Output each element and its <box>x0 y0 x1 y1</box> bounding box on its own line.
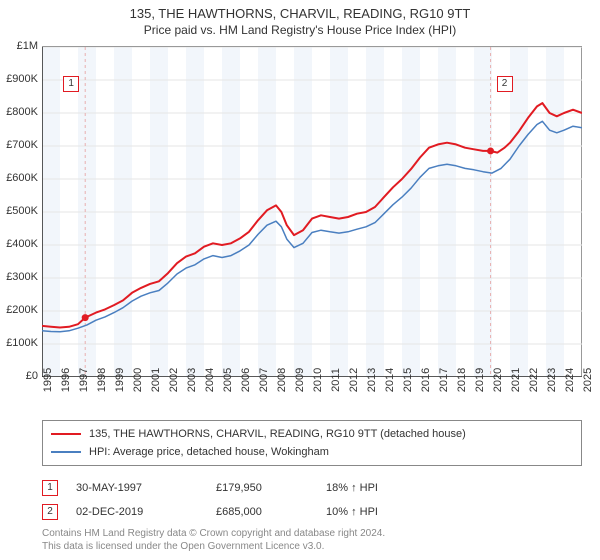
x-axis-label: 2018 <box>456 368 468 392</box>
x-axis-label: 2005 <box>222 368 234 392</box>
transaction-date: 30-MAY-1997 <box>76 482 216 494</box>
x-axis-label: 2020 <box>492 368 504 392</box>
footer-attribution: Contains HM Land Registry data © Crown c… <box>42 528 582 553</box>
legend-item: HPI: Average price, detached house, Woki… <box>51 443 573 461</box>
y-axis-label: £0 <box>0 370 38 382</box>
x-axis-label: 2003 <box>186 368 198 392</box>
legend-label: 135, THE HAWTHORNS, CHARVIL, READING, RG… <box>89 428 466 440</box>
y-axis-label: £300K <box>0 271 38 283</box>
chart-title: 135, THE HAWTHORNS, CHARVIL, READING, RG… <box>0 6 600 21</box>
x-axis-label: 2002 <box>168 368 180 392</box>
y-axis-label: £1M <box>0 40 38 52</box>
y-axis-label: £400K <box>0 238 38 250</box>
x-axis-label: 2023 <box>546 368 558 392</box>
chart-plot <box>42 46 582 376</box>
chart-area: £0£100K£200K£300K£400K£500K£600K£700K£80… <box>42 46 582 376</box>
x-axis-label: 2014 <box>384 368 396 392</box>
x-axis-label: 1995 <box>42 368 54 392</box>
footer-line2: This data is licensed under the Open Gov… <box>42 541 582 554</box>
x-axis-label: 2009 <box>294 368 306 392</box>
legend-and-transactions: 135, THE HAWTHORNS, CHARVIL, READING, RG… <box>42 420 582 524</box>
legend-swatch <box>51 433 81 435</box>
x-axis-label: 2016 <box>420 368 432 392</box>
transaction-row: 2 02-DEC-2019£685,00010% ↑ HPI <box>42 500 582 524</box>
x-axis-label: 2017 <box>438 368 450 392</box>
legend-swatch <box>51 451 81 453</box>
x-axis-label: 2024 <box>564 368 576 392</box>
transaction-date: 02-DEC-2019 <box>76 506 216 518</box>
transaction-marker: 2 <box>497 76 513 92</box>
x-axis-label: 2000 <box>132 368 144 392</box>
legend-item: 135, THE HAWTHORNS, CHARVIL, READING, RG… <box>51 425 573 443</box>
y-axis-label: £600K <box>0 172 38 184</box>
chart-subtitle: Price paid vs. HM Land Registry's House … <box>0 23 600 37</box>
y-axis-label: £700K <box>0 139 38 151</box>
chart-title-block: 135, THE HAWTHORNS, CHARVIL, READING, RG… <box>0 0 600 37</box>
x-axis-label: 2022 <box>528 368 540 392</box>
x-axis-label: 2010 <box>312 368 324 392</box>
x-axis-label: 2008 <box>276 368 288 392</box>
y-axis-label: £200K <box>0 304 38 316</box>
x-axis-label: 1996 <box>60 368 72 392</box>
transaction-row: 1 30-MAY-1997£179,95018% ↑ HPI <box>42 476 582 500</box>
transaction-price: £179,950 <box>216 482 326 494</box>
x-axis-label: 2011 <box>330 368 342 392</box>
x-axis-label: 2006 <box>240 368 252 392</box>
legend-box: 135, THE HAWTHORNS, CHARVIL, READING, RG… <box>42 420 582 466</box>
x-axis-label: 2025 <box>582 368 594 392</box>
footer-line1: Contains HM Land Registry data © Crown c… <box>42 528 582 541</box>
x-axis-label: 2001 <box>150 368 162 392</box>
x-axis-label: 2004 <box>204 368 216 392</box>
x-axis-label: 2021 <box>510 368 522 392</box>
transaction-marker-box: 2 <box>42 504 58 520</box>
x-axis-label: 2012 <box>348 368 360 392</box>
x-axis-label: 2007 <box>258 368 270 392</box>
x-axis-label: 2019 <box>474 368 486 392</box>
x-axis-label: 1997 <box>78 368 90 392</box>
legend-label: HPI: Average price, detached house, Woki… <box>89 446 329 458</box>
transaction-pct: 18% ↑ HPI <box>326 482 446 494</box>
transaction-pct: 10% ↑ HPI <box>326 506 446 518</box>
x-axis-label: 1999 <box>114 368 126 392</box>
transactions-table: 1 30-MAY-1997£179,95018% ↑ HPI 2 02-DEC-201… <box>42 476 582 524</box>
transaction-marker: 1 <box>63 76 79 92</box>
chart-svg <box>42 47 582 377</box>
y-axis-label: £900K <box>0 73 38 85</box>
transaction-marker-box: 1 <box>42 480 58 496</box>
x-axis-label: 2015 <box>402 368 414 392</box>
y-axis-label: £500K <box>0 205 38 217</box>
x-axis-label: 2013 <box>366 368 378 392</box>
y-axis-label: £100K <box>0 337 38 349</box>
transaction-price: £685,000 <box>216 506 326 518</box>
x-axis-label: 1998 <box>96 368 108 392</box>
y-axis-label: £800K <box>0 106 38 118</box>
